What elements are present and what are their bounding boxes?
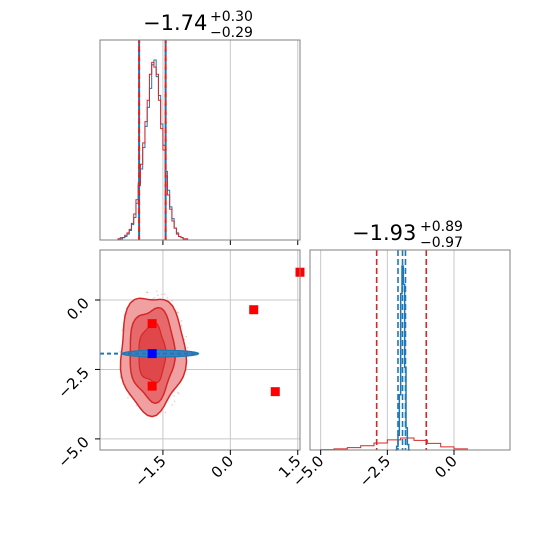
sample-point	[177, 391, 179, 394]
sample-point	[119, 351, 121, 353]
panel-frame	[309, 249, 511, 451]
histogram-series-red	[320, 437, 468, 451]
panel-frame	[99, 249, 301, 451]
y-tick-label: −2.5	[54, 364, 92, 402]
sample-point	[156, 294, 159, 296]
sample-point	[146, 291, 149, 294]
sample-point	[180, 324, 183, 327]
panel-title-y: −1.93 +0.89 −0.97	[352, 219, 463, 251]
sample-point	[153, 296, 156, 299]
sample-point	[173, 395, 175, 397]
title-upper-err: +0.89	[420, 219, 463, 235]
sample-point	[185, 335, 187, 338]
sample-point	[173, 400, 176, 403]
sample-point	[176, 311, 179, 314]
sample-point	[135, 404, 138, 407]
joint-scatter-panel: −1.5 0.0 1.5 0.0−2.5−5.0	[54, 249, 305, 491]
y-tick-label: −5.0	[54, 433, 92, 471]
panel-background	[310, 250, 510, 450]
sample-point	[156, 290, 158, 292]
sample-point	[180, 320, 183, 322]
red-square-marker	[147, 381, 157, 391]
marginal-histogram-y: −1.93 +0.89 −0.97 −5.0 −2.5 0.0	[289, 219, 511, 491]
title-lower-err: −0.97	[420, 235, 463, 251]
blue-square-marker	[147, 349, 157, 359]
sample-point	[178, 392, 180, 395]
red-square-marker	[249, 305, 259, 315]
panel-background	[100, 40, 300, 240]
sample-point	[186, 346, 189, 349]
sample-point	[171, 299, 173, 302]
sample-point	[183, 338, 186, 341]
sample-point	[160, 293, 163, 296]
x-tick-label: 0.0	[208, 452, 238, 482]
title-value: −1.93	[352, 221, 416, 245]
sample-point	[164, 411, 167, 414]
title-value: −1.74	[143, 11, 207, 35]
panel-frame	[99, 39, 301, 241]
red-square-marker	[270, 387, 280, 397]
sample-point	[127, 396, 129, 399]
x-tick-label: 0.0	[431, 452, 461, 482]
title-lower-err: −0.29	[210, 25, 253, 41]
y-tick-label: 0.0	[63, 294, 93, 324]
sample-point	[171, 404, 173, 406]
histogram-series-red	[117, 61, 190, 241]
x-tick-label: −2.5	[356, 452, 394, 490]
x-tick-label: −1.5	[131, 452, 169, 490]
title-upper-err: +0.30	[210, 9, 253, 25]
panel-title-x: −1.74 +0.30 −0.29	[143, 9, 253, 41]
sample-point	[163, 293, 166, 295]
sample-point	[166, 296, 169, 299]
marginal-histogram-x: −1.74 +0.30 −0.29	[99, 9, 301, 245]
red-square-marker	[147, 319, 157, 329]
